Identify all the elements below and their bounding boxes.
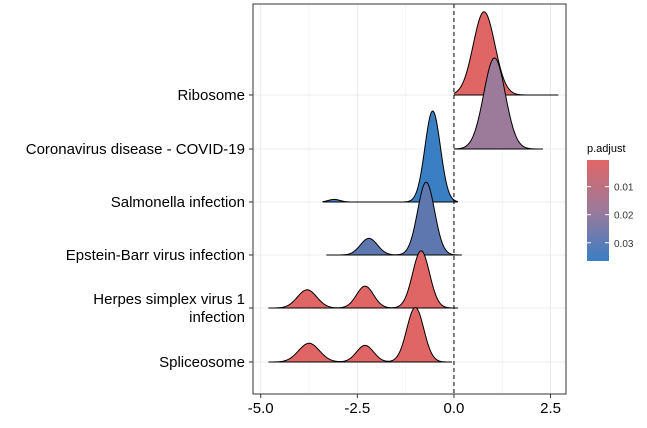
ridge-fill-5: [268, 307, 453, 362]
legend-title: p.adjust: [587, 143, 626, 155]
x-tick-label-1: -2.5: [344, 400, 370, 417]
y-tick-label-0-0: Ribosome: [177, 87, 245, 104]
x-tick-label-2: 0.0: [444, 400, 465, 417]
legend: p.adjust 0.01 0.02 0.03: [587, 143, 634, 261]
y-tick-label-4-0: Herpes simplex virus 1: [93, 291, 245, 308]
ridge-layer: [268, 11, 559, 363]
x-axis: -5.0 -2.5 0.0 2.5: [248, 394, 561, 417]
y-tick-labels: Ribosome Coronavirus disease - COVID-19 Sa…: [26, 87, 253, 371]
y-tick-label-2-0: Salmonella infection: [111, 194, 245, 211]
x-tick-label-3: 2.5: [540, 400, 561, 417]
legend-tick-label-2: 0.03: [614, 239, 634, 250]
legend-tick-label-0: 0.01: [614, 183, 634, 194]
plot-panel-border: [252, 3, 567, 395]
ridge-fill-2: [322, 111, 458, 202]
y-tick-label-1-0: Coronavirus disease - COVID-19: [26, 141, 245, 158]
y-tick-label-3-0: Epstein-Barr virus infection: [66, 247, 245, 264]
ridge-outline-5: [268, 306, 453, 363]
legend-colorbar: [587, 160, 609, 261]
legend-tick-label-1: 0.02: [614, 211, 634, 222]
ridge-fill-3: [326, 182, 462, 255]
ridge-outline-1: [453, 57, 543, 150]
y-tick-label-4-1: infection: [189, 309, 245, 326]
ridge-fill-4: [268, 250, 458, 308]
ridge-fill-1: [453, 58, 543, 150]
ridge-outline-4: [268, 250, 458, 309]
x-tick-label-0: -5.0: [248, 400, 274, 417]
ridge-fill-0: [453, 11, 559, 95]
y-tick-label-5-0: Spliceosome: [159, 354, 245, 371]
